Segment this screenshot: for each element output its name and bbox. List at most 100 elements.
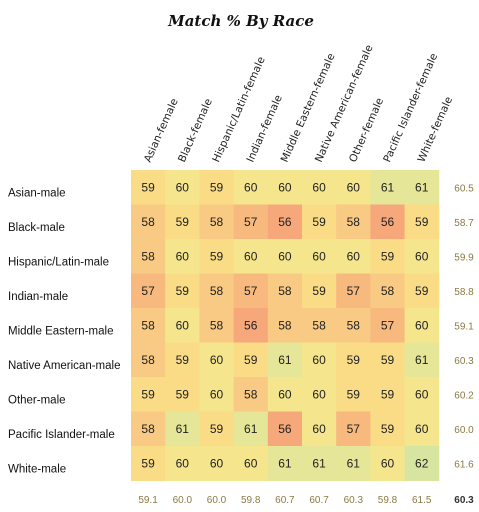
cell-value: 59 [176, 215, 190, 229]
heatmap-cell [302, 411, 337, 447]
column-label: Black-female [176, 97, 215, 164]
heatmap-cell [370, 342, 406, 378]
cell-value: 57 [141, 284, 155, 298]
heatmap-cell [233, 239, 269, 274]
column-average: 59.8 [241, 495, 261, 506]
cell-value: 59 [244, 353, 258, 367]
heatmap-cell [131, 411, 166, 447]
row-average: 60.0 [454, 425, 474, 436]
cell-value: 57 [347, 284, 361, 298]
cell-value: 56 [278, 422, 292, 436]
cell-value: 60 [312, 249, 326, 263]
heatmap-cell [165, 239, 200, 274]
cell-value: 60 [278, 249, 292, 263]
heatmap-cell [199, 342, 235, 378]
column-average: 60.7 [275, 495, 295, 506]
column-label: Asian-female [142, 97, 181, 165]
heatmap-cell [199, 411, 235, 447]
heatmap-cell [199, 239, 235, 274]
heatmap-cell [404, 204, 440, 240]
column-labels: Asian-femaleBlack-femaleHispanic/Latin-f… [142, 43, 455, 164]
heatmap-cell [199, 273, 235, 309]
heatmap-cell [165, 204, 200, 240]
heatmap-cell [267, 239, 303, 274]
cell-value: 60 [176, 180, 190, 194]
cell-value: 58 [381, 284, 395, 298]
cell-value: 59 [141, 456, 155, 470]
cell-value: 60 [415, 387, 429, 401]
heatmap-cell [404, 377, 440, 412]
cell-value: 60 [176, 318, 190, 332]
row-label: Black-male [8, 222, 65, 234]
row-label: Pacific Islander-male [8, 429, 115, 441]
cell-value: 59 [415, 215, 429, 229]
heatmap-cell [199, 204, 235, 240]
heatmap-cell [336, 239, 371, 274]
heatmap-cell [302, 308, 337, 343]
cell-value: 58 [347, 215, 361, 229]
heatmap-cell [267, 308, 303, 343]
cell-value: 60 [244, 180, 258, 194]
heatmap-cell [370, 204, 406, 240]
heatmap-cell [370, 411, 406, 447]
heatmap-cell [336, 170, 371, 205]
cell-value: 61 [312, 456, 326, 470]
heatmap-cell [370, 239, 406, 274]
heatmap-cell [267, 273, 303, 309]
cell-value: 58 [141, 249, 155, 263]
column-label: White-female [415, 95, 455, 164]
heatmap-cell [302, 342, 337, 378]
cell-value: 62 [415, 456, 429, 470]
heatmap-cell [233, 204, 269, 240]
heatmap-cell [404, 308, 440, 343]
cell-value: 57 [244, 215, 258, 229]
heatmap-cell [233, 308, 269, 343]
heatmap-cell [267, 204, 303, 240]
heatmap-cell [233, 342, 269, 378]
cell-value: 59 [312, 215, 326, 229]
cell-value: 59 [176, 387, 190, 401]
heatmap-cell [199, 308, 235, 343]
cell-value: 58 [312, 318, 326, 332]
heatmap-cell [131, 308, 166, 343]
cell-value: 61 [278, 456, 292, 470]
column-label: Other-female [347, 96, 386, 164]
heatmap-cell [302, 273, 337, 309]
cell-value: 56 [244, 318, 258, 332]
cell-value: 60 [244, 456, 258, 470]
cell-value: 61 [278, 353, 292, 367]
row-average: 60.2 [454, 390, 474, 401]
column-average: 60.0 [173, 495, 193, 506]
cell-value: 61 [381, 180, 395, 194]
cell-value: 59 [347, 353, 361, 367]
row-label: Asian-male [8, 187, 66, 199]
column-average: 59.8 [378, 495, 398, 506]
heatmap-cell [370, 273, 406, 309]
row-average: 60.5 [454, 183, 474, 194]
cell-value: 61 [415, 353, 429, 367]
heatmap-cell [336, 308, 371, 343]
heatmap-cell [302, 204, 337, 240]
cell-value: 58 [278, 284, 292, 298]
cell-value: 59 [312, 284, 326, 298]
cell-value: 58 [141, 215, 155, 229]
heatmap-cell [131, 204, 166, 240]
heatmap-cell [131, 170, 166, 205]
cell-value: 56 [381, 215, 395, 229]
heatmap-cell [336, 446, 371, 481]
heatmap-cell [131, 446, 166, 481]
row-average: 60.3 [454, 356, 474, 367]
cell-value: 57 [347, 422, 361, 436]
row-label: Middle Eastern-male [8, 325, 113, 337]
heatmap-cell [165, 411, 200, 447]
heatmap-cell [267, 170, 303, 205]
heatmap-cell [302, 170, 337, 205]
cell-value: 60 [210, 456, 224, 470]
row-label: Indian-male [8, 291, 68, 303]
column-averages: 59.1 60.0 60.0 59.8 60.7 60.7 60.3 59.8 61.5 [138, 495, 432, 506]
row-average: 58.8 [454, 287, 474, 298]
row-averages: 60.5 58.7 59.9 58.8 59.1 60.3 60.2 60.0 61.6 [454, 183, 474, 470]
heatmap-cells: 59 60 59 60 60 60 60 61 61 58 59 58 57 56 59 58 56 59 58 60… [131, 170, 440, 481]
row-average: 58.7 [454, 218, 474, 229]
cell-value: 59 [381, 387, 395, 401]
